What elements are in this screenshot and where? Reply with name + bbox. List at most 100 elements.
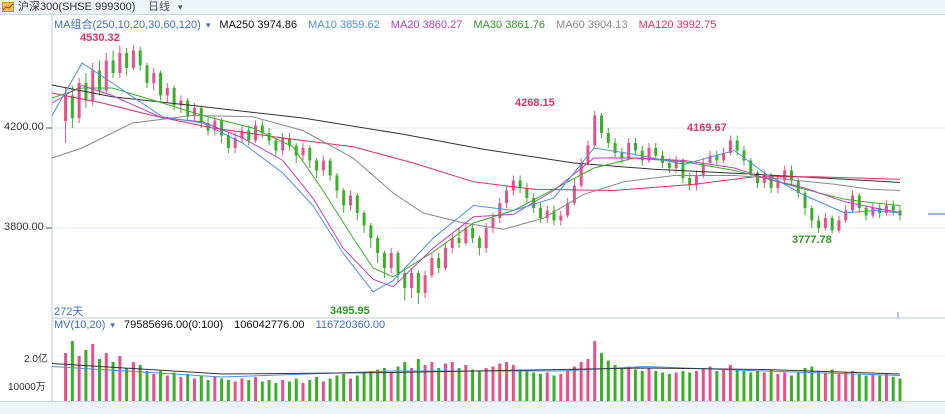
- candle-down: [606, 133, 610, 143]
- candle-down: [532, 198, 536, 208]
- volume-bar: [756, 371, 760, 401]
- candle-up: [423, 275, 427, 293]
- instrument-name[interactable]: 沪深300(SHSE 999300): [18, 1, 136, 13]
- candle-down: [206, 123, 210, 131]
- volume-bar: [70, 341, 74, 401]
- volume-bar: [708, 366, 712, 401]
- volume-bar: [382, 368, 386, 401]
- volume-bar: [437, 368, 441, 401]
- volume-bar: [179, 377, 183, 401]
- ma-legend: MA组合(250,10,20,30,60,120) ▾ MA250 3974.8…: [54, 16, 716, 32]
- volume-bar: [389, 372, 393, 401]
- candle-up: [192, 108, 196, 116]
- chevron-down-icon[interactable]: ▾: [178, 2, 183, 12]
- volume-bar: [851, 371, 855, 401]
- volume-bar: [572, 366, 576, 401]
- ma20-value: MA20 3860.27: [390, 19, 463, 31]
- ma10-line: [51, 62, 901, 293]
- chart-icon: [2, 2, 14, 12]
- volume-indicator-name[interactable]: MV(10,20): [54, 319, 106, 331]
- candle-up: [871, 208, 875, 216]
- volume-bar: [186, 374, 190, 401]
- candle-up: [545, 210, 549, 218]
- annotation-low-3777: 3777.78: [792, 234, 832, 246]
- ma-group-label[interactable]: MA组合(250,10,20,30,60,120): [54, 19, 201, 31]
- volume-bar: [457, 368, 461, 401]
- volume-bar: [661, 372, 665, 401]
- candle-up: [837, 220, 841, 231]
- candle-up: [572, 185, 576, 203]
- candle-up: [321, 160, 325, 171]
- candle-down: [437, 258, 441, 268]
- volume-bar: [91, 344, 95, 401]
- volume-bar: [810, 366, 814, 401]
- candle-down: [654, 148, 658, 156]
- volume-bar: [525, 371, 529, 401]
- candle-down: [355, 195, 359, 213]
- candle-down: [667, 163, 671, 168]
- candle-up: [783, 170, 787, 181]
- volume-bar: [817, 371, 821, 401]
- mv20-value: 116720360.00: [315, 319, 386, 331]
- candle-up: [484, 228, 488, 248]
- candle-up: [152, 73, 156, 83]
- volume-bar: [348, 378, 352, 401]
- volume-bar: [254, 377, 258, 401]
- volume-bar: [789, 375, 793, 401]
- volume-bar: [701, 368, 705, 401]
- volume-bar: [233, 381, 237, 401]
- volume-bar: [742, 371, 746, 401]
- volume-bar: [627, 366, 631, 401]
- candle-down: [891, 205, 895, 211]
- volume-bar: [762, 372, 766, 401]
- volume-bar: [559, 374, 563, 401]
- candle-down: [769, 175, 773, 188]
- candle-down: [382, 253, 386, 268]
- candle-down: [247, 130, 251, 141]
- period-selector[interactable]: 日线: [148, 1, 170, 13]
- volume-bar: [450, 362, 454, 401]
- volume-bar: [294, 378, 298, 401]
- volume-bar: [77, 356, 81, 401]
- candle-up: [131, 50, 135, 68]
- volume-bar: [315, 377, 319, 401]
- horizontal-scrollbar[interactable]: [0, 401, 945, 414]
- title-bar: 沪深300(SHSE 999300) 日线 ▾: [0, 0, 945, 15]
- candle-up: [450, 238, 454, 248]
- candle-down: [267, 133, 271, 141]
- candle-up: [647, 148, 651, 161]
- candle-up: [566, 203, 570, 216]
- volume-bar: [884, 374, 888, 401]
- volume-bar: [837, 374, 841, 401]
- volume-bar: [335, 375, 339, 401]
- candle-down: [661, 155, 665, 163]
- candle-down: [803, 193, 807, 208]
- volume-dropdown[interactable]: ▾: [110, 320, 115, 330]
- candle-down: [789, 170, 793, 181]
- candle-down: [878, 208, 882, 213]
- candle-up: [694, 175, 698, 186]
- candle-up: [301, 148, 305, 156]
- ma120-value: MA120 3992.75: [638, 19, 717, 31]
- candle-down: [756, 173, 760, 183]
- candle-up: [844, 210, 848, 221]
- volume-bar: [362, 372, 366, 401]
- candle-down: [681, 160, 685, 178]
- volume-bar: [728, 365, 732, 401]
- candle-up: [776, 180, 780, 188]
- volume-bar: [64, 353, 68, 401]
- volume-bar: [586, 359, 590, 401]
- volume-bar: [274, 383, 278, 401]
- candle-down: [457, 238, 461, 243]
- volume-bar: [613, 365, 617, 401]
- ma-group-dropdown[interactable]: ▾: [205, 20, 211, 30]
- volume-bar: [396, 366, 400, 401]
- candle-up: [884, 205, 888, 213]
- volume-bar: [165, 375, 169, 401]
- volume-bar: [552, 375, 556, 401]
- candle-down: [742, 150, 746, 161]
- candle-up: [851, 195, 855, 211]
- volume-bar: [464, 365, 468, 401]
